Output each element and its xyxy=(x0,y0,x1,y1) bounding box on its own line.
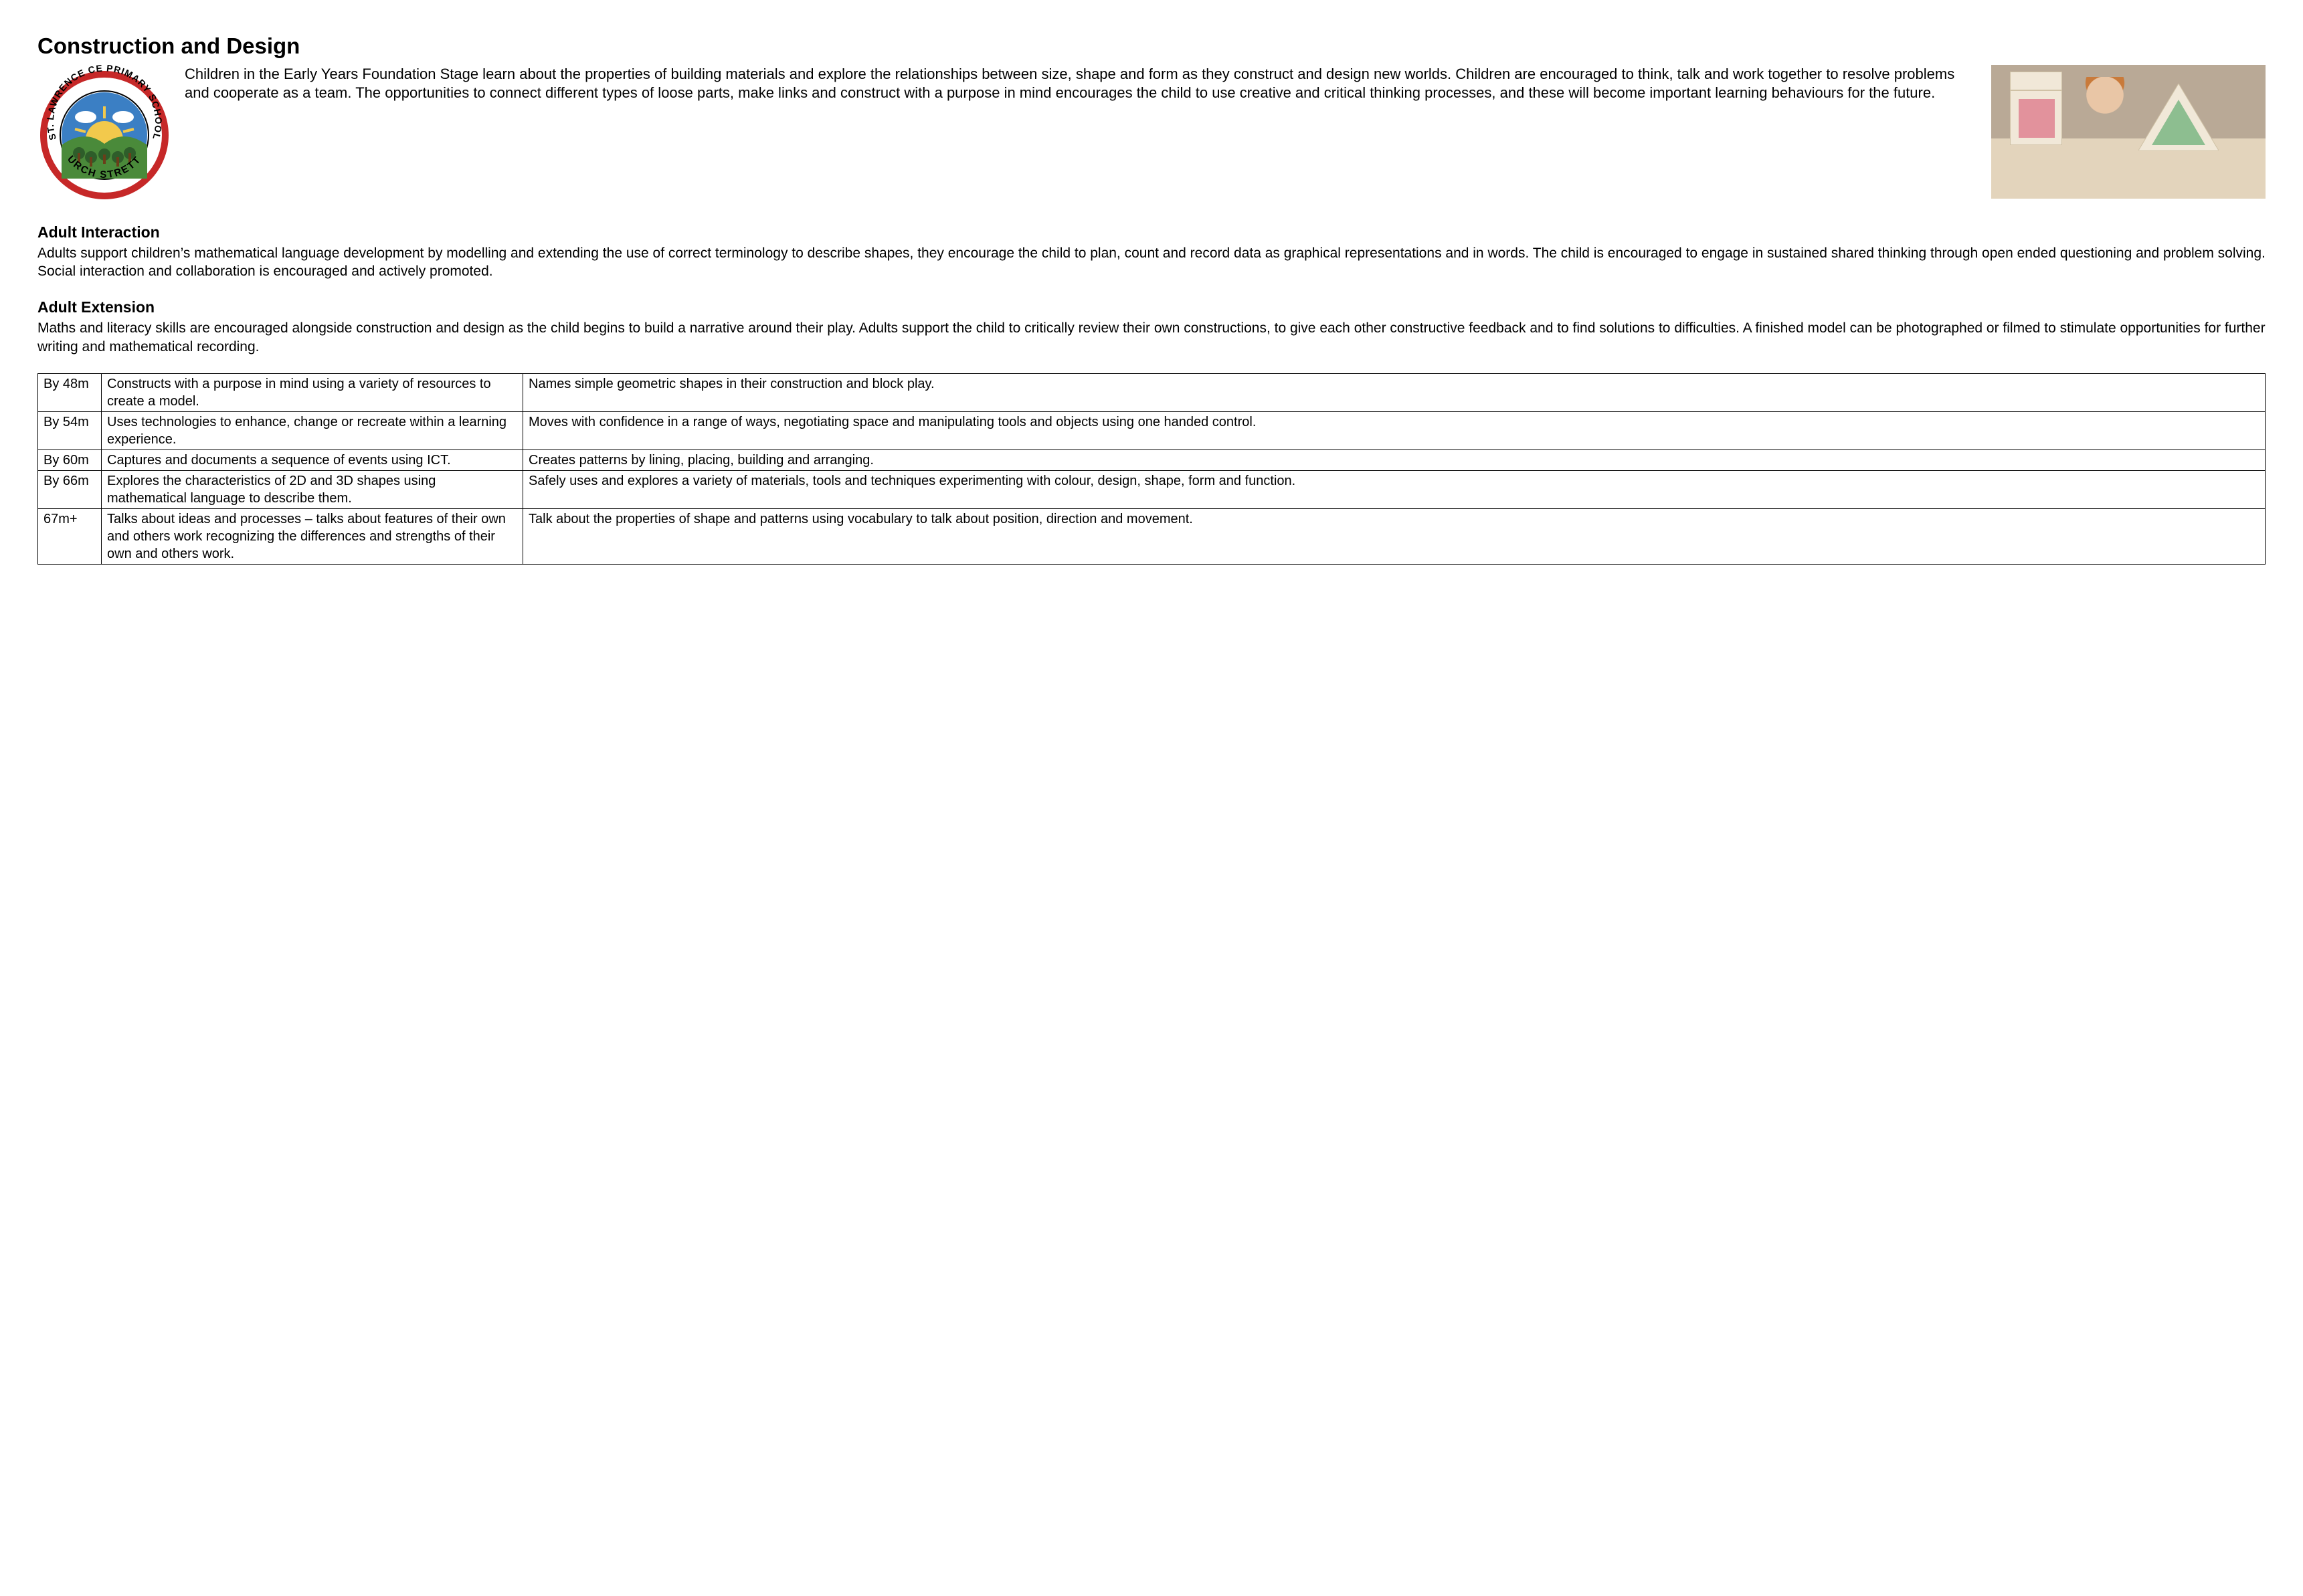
age-cell: By 60m xyxy=(38,450,102,470)
age-cell: By 54m xyxy=(38,411,102,450)
age-milestone-table: By 48mConstructs with a purpose in mind … xyxy=(37,373,2266,565)
descriptor-b-cell: Moves with confidence in a range of ways… xyxy=(523,411,2266,450)
descriptor-b-cell: Creates patterns by lining, placing, bui… xyxy=(523,450,2266,470)
age-cell: 67m+ xyxy=(38,508,102,564)
adult-interaction-body: Adults support children’s mathematical l… xyxy=(37,244,2266,281)
descriptor-a-cell: Talks about ideas and processes – talks … xyxy=(102,508,523,564)
page-title: Construction and Design xyxy=(37,32,2266,61)
descriptor-a-cell: Constructs with a purpose in mind using … xyxy=(102,373,523,411)
school-logo: ST. LAWRENCE CE PRIMARY SCHOOL CHURCH ST… xyxy=(37,65,171,205)
descriptor-b-cell: Names simple geometric shapes in their c… xyxy=(523,373,2266,411)
table-row: 67m+Talks about ideas and processes – ta… xyxy=(38,508,2266,564)
descriptor-a-cell: Explores the characteristics of 2D and 3… xyxy=(102,470,523,508)
table-row: By 54mUses technologies to enhance, chan… xyxy=(38,411,2266,450)
table-row: By 60mCaptures and documents a sequence … xyxy=(38,450,2266,470)
descriptor-b-cell: Safely uses and explores a variety of ma… xyxy=(523,470,2266,508)
header-row: ST. LAWRENCE CE PRIMARY SCHOOL CHURCH ST… xyxy=(37,65,2266,205)
descriptor-b-cell: Talk about the properties of shape and p… xyxy=(523,508,2266,564)
school-logo-svg: ST. LAWRENCE CE PRIMARY SCHOOL CHURCH ST… xyxy=(37,65,171,205)
intro-paragraph: Children in the Early Years Foundation S… xyxy=(185,65,1978,103)
descriptor-a-cell: Uses technologies to enhance, change or … xyxy=(102,411,523,450)
age-cell: By 66m xyxy=(38,470,102,508)
table-row: By 48mConstructs with a purpose in mind … xyxy=(38,373,2266,411)
side-photo-placeholder xyxy=(1991,65,2266,199)
adult-extension-body: Maths and literacy skills are encouraged… xyxy=(37,319,2266,356)
adult-extension-heading: Adult Extension xyxy=(37,298,2266,318)
age-cell: By 48m xyxy=(38,373,102,411)
table-row: By 66mExplores the characteristics of 2D… xyxy=(38,470,2266,508)
adult-interaction-heading: Adult Interaction xyxy=(37,223,2266,243)
descriptor-a-cell: Captures and documents a sequence of eve… xyxy=(102,450,523,470)
